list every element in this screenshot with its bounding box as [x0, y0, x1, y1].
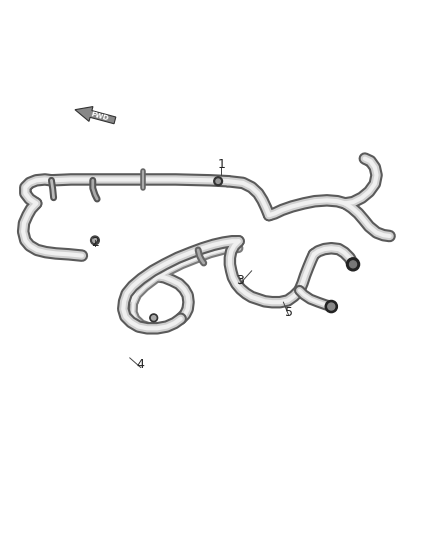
- Circle shape: [350, 261, 357, 268]
- Text: 2: 2: [91, 236, 99, 249]
- Circle shape: [328, 303, 335, 310]
- Text: 1: 1: [217, 158, 225, 171]
- Text: FWD: FWD: [90, 111, 109, 122]
- Circle shape: [325, 301, 337, 313]
- Circle shape: [91, 236, 99, 245]
- Polygon shape: [75, 107, 116, 124]
- Circle shape: [216, 179, 220, 183]
- Text: 5: 5: [285, 306, 293, 319]
- Text: 3: 3: [236, 274, 244, 287]
- Circle shape: [214, 177, 223, 185]
- Circle shape: [346, 258, 360, 271]
- Circle shape: [152, 316, 156, 320]
- Text: 4: 4: [137, 358, 145, 371]
- Circle shape: [150, 314, 158, 322]
- Circle shape: [93, 238, 97, 243]
